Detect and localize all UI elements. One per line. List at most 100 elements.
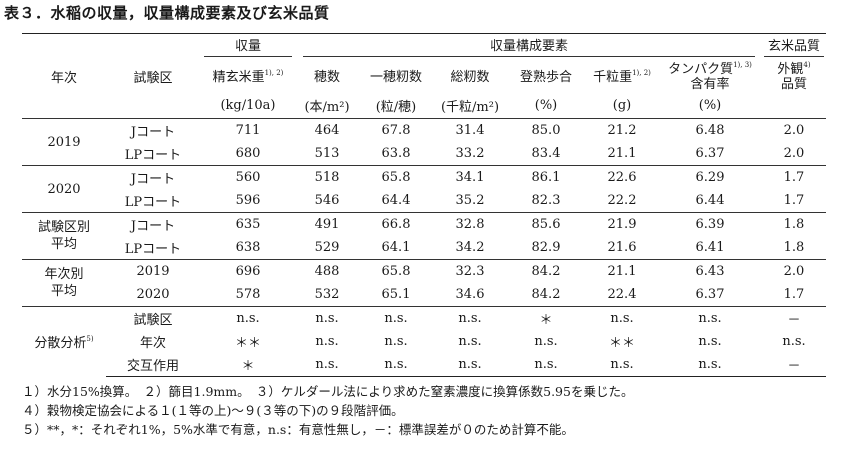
value-cell: 86.1 [506,165,586,189]
row-plot: LPコート [124,148,182,163]
value-cell: － [762,306,826,330]
value-cell: 1.7 [762,165,826,189]
unit-cell: (粒/穂) [375,99,417,115]
row-group-label: 試験区別 平均 [22,212,106,260]
value-cell: n.s. [658,306,762,330]
row-plot: Jコート [106,118,200,142]
table-row: 分散分析5) 試験区 n.s. n.s. n.s. n.s. ＊ n.s. n.… [22,306,826,377]
header-grains-per-panicle: 一穂籾数 [369,69,422,85]
row-plot: Jコート [106,212,200,236]
value-cell: 696 [200,259,296,283]
row-plot: 交互作用 [106,353,200,377]
value-cell: n.s. [296,353,358,377]
row-plot: 年次 [139,336,166,351]
value-cell: 35.2 [455,193,485,208]
value-cell: 33.2 [455,146,485,161]
table-row: 2019 Jコート 711 464 67.8 31.4 85.0 21.2 6.… [22,118,826,166]
value-cell: n.s. [358,353,434,377]
value-cell: 6.48 [658,118,762,142]
row-plot: 2019 [106,259,200,283]
header-group-components: 収量構成要素 [296,33,762,58]
value-cell: n.s. [782,334,806,349]
unit-cell: (%) [534,97,558,113]
value-cell: 34.6 [455,287,485,302]
value-cell: 85.6 [506,212,586,236]
table-row: 試験区別 平均 Jコート 635 491 66.8 32.8 85.6 21.9 … [22,212,826,260]
value-cell: n.s. [384,334,408,349]
value-cell: 6.29 [658,165,762,189]
note-line: ４）穀物検定協会による１(１等の上)～９(３等の下)の９段階評価。 [22,403,404,418]
value-cell: 21.6 [607,240,637,255]
value-cell: 65.1 [381,287,411,302]
yield-table: 年次 試験区 収量 収量構成要素 玄米品質 精玄米重1), 2) 穂数 一穂籾数… [22,33,826,377]
value-cell: 66.8 [358,212,434,236]
header-appearance: 外観4) 品質 [777,61,811,92]
value-cell: 67.8 [358,118,434,142]
header-panicles: 穂数 [313,69,340,85]
value-cell: 64.1 [381,240,411,255]
value-cell: 22.6 [586,165,658,189]
value-cell: 21.2 [586,118,658,142]
value-cell: 22.2 [607,193,637,208]
value-cell: 85.0 [506,118,586,142]
value-cell: 2.0 [762,118,826,142]
value-cell: ＊ [506,306,586,330]
value-cell: 65.8 [358,165,434,189]
value-cell: 83.4 [531,146,561,161]
value-cell: 82.3 [531,193,561,208]
value-cell: 680 [235,146,261,161]
value-cell: 64.4 [381,193,411,208]
value-cell: 2.0 [783,146,805,161]
value-cell: n.s. [586,306,658,330]
value-cell: n.s. [658,353,762,377]
table-row: 年次別 平均 2019 696 488 65.8 32.3 84.2 21.1 6… [22,259,826,307]
table-row: 2020 Jコート 560 518 65.8 34.1 86.1 22.6 6.… [22,165,826,213]
table-row: LPコート 596 546 64.4 35.2 82.3 22.2 6.44 1… [22,189,826,213]
value-cell: 6.39 [658,212,762,236]
row-group-label: 2019 [22,118,106,166]
value-cell: n.s. [534,334,558,349]
value-cell: 6.41 [695,240,725,255]
header-brown-rice-weight: 精玄米重1), 2) [212,68,284,85]
value-cell: n.s. [358,306,434,330]
header-unit-row: (kg/10a) (本/m²) (粒/穂) (千粒/m²) (%) (g) (%… [22,92,826,119]
value-cell: 84.2 [531,287,561,302]
row-plot: 試験区 [106,306,200,330]
value-cell: 560 [200,165,296,189]
row-plot: LPコート [124,195,182,210]
value-cell: 65.8 [358,259,434,283]
value-cell: 6.37 [695,146,725,161]
value-cell: 31.4 [434,118,506,142]
value-cell: 21.1 [586,259,658,283]
row-group-label: 2020 [22,165,106,213]
unit-cell: (千粒/m²) [440,99,500,115]
table-row: 交互作用 ＊ n.s. n.s. n.s. n.s. n.s. n.s. － [22,353,826,377]
value-cell: 84.2 [506,259,586,283]
value-cell: n.s. [698,334,722,349]
header-group-yield: 収量 [200,33,296,58]
value-cell: 529 [314,240,340,255]
unit-cell: (kg/10a) [220,97,276,113]
value-cell: 34.1 [434,165,506,189]
value-cell: 711 [200,118,296,142]
value-cell: ＊＊ [608,336,635,351]
value-cell: 518 [296,165,358,189]
value-cell: n.s. [434,306,506,330]
value-cell: 546 [314,193,340,208]
value-cell: 22.4 [607,287,637,302]
table-row: 2020 578 532 65.1 34.6 84.2 22.4 6.37 1.… [22,283,826,307]
value-cell: 6.43 [658,259,762,283]
header-plot: 試験区 [106,33,200,119]
value-cell: n.s. [586,353,658,377]
header-total-grains: 総籾数 [450,69,490,85]
value-cell: 21.9 [586,212,658,236]
unit-cell: (本/m²) [304,99,350,115]
row-plot: 2020 [136,287,170,302]
value-cell: 1.8 [783,240,805,255]
value-cell: 82.9 [531,240,561,255]
row-plot: Jコート [106,165,200,189]
header-name-row: 精玄米重1), 2) 穂数 一穂籾数 総籾数 登熟歩合 千粒重1), 2) タン… [22,58,826,92]
value-cell: 638 [235,240,261,255]
row-group-label: 年次別 平均 [22,259,106,307]
table-row: LPコート 680 513 63.8 33.2 83.4 21.1 6.37 2… [22,142,826,166]
